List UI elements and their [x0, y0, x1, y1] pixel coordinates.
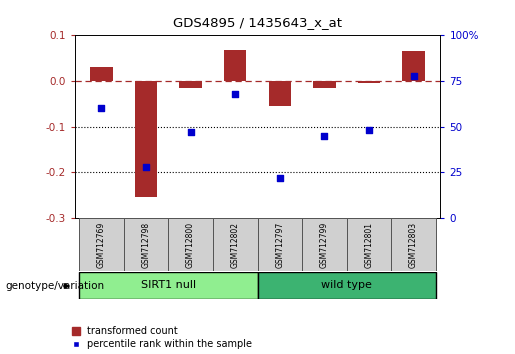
Text: GSM712798: GSM712798 [142, 222, 150, 268]
Bar [90, 67, 113, 81]
Bar [313, 81, 336, 88]
Point [186, 129, 195, 135]
Bar [258, 218, 302, 271]
Bar [269, 81, 291, 106]
Bar [391, 218, 436, 271]
Text: GDS4895 / 1435643_x_at: GDS4895 / 1435643_x_at [173, 16, 342, 29]
Bar [358, 81, 380, 83]
Text: SIRT1 null: SIRT1 null [141, 280, 196, 290]
Text: GSM712801: GSM712801 [365, 222, 373, 268]
Text: genotype/variation: genotype/variation [5, 281, 104, 291]
Bar [402, 51, 425, 81]
Bar [179, 81, 202, 88]
Bar [124, 218, 168, 271]
Bar [168, 218, 213, 271]
Bar [135, 81, 157, 197]
Bar [302, 218, 347, 271]
Point [276, 175, 284, 181]
Legend: transformed count, percentile rank within the sample: transformed count, percentile rank withi… [72, 326, 252, 349]
Text: GSM712799: GSM712799 [320, 222, 329, 268]
Bar [79, 218, 124, 271]
Text: GSM712797: GSM712797 [276, 222, 284, 268]
Text: GSM712769: GSM712769 [97, 222, 106, 268]
Point [97, 105, 106, 111]
Bar [79, 272, 258, 299]
Bar [347, 218, 391, 271]
Point [320, 133, 329, 138]
Text: GSM712800: GSM712800 [186, 222, 195, 268]
Point [142, 164, 150, 170]
Text: GSM712803: GSM712803 [409, 222, 418, 268]
Point [409, 73, 418, 78]
Bar [258, 272, 436, 299]
Bar [224, 50, 246, 81]
Point [231, 91, 239, 97]
Text: wild type: wild type [321, 280, 372, 290]
Text: GSM712802: GSM712802 [231, 222, 239, 268]
Bar [213, 218, 258, 271]
Point [365, 127, 373, 133]
